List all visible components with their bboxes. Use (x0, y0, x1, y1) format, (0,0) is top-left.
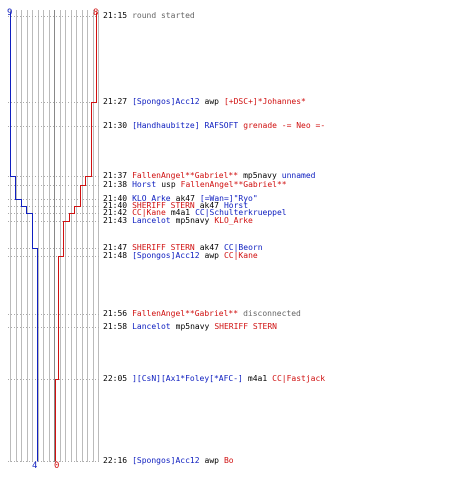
event-killer: KLO_Arke (132, 194, 171, 203)
event-victim: CC|Fastjack (272, 374, 326, 383)
event-weapon: awp (204, 456, 219, 465)
event-time: 21:40 (103, 201, 128, 210)
blue-team-count-line (10, 12, 38, 462)
event-weapon: ak47 (199, 201, 219, 210)
event-weapon: mp5navy (243, 171, 277, 180)
event-text: round started (132, 11, 195, 20)
event-time: 21:37 (103, 171, 128, 180)
red-start-count: 8 (93, 8, 98, 18)
event-time: 21:15 (103, 11, 128, 20)
event-time: 21:40 (103, 194, 128, 203)
event-victim: CC|Schulterkrueppel (195, 208, 287, 217)
event-killer: [Handhaubitze] (132, 121, 200, 130)
event-killer: [Spongos]Acc12 (132, 456, 200, 465)
event-weapon: awp (204, 251, 219, 260)
timeline-grid (10, 10, 99, 462)
event-row: 21:56 FallenAngel**Gabriel** disconnected (103, 309, 301, 319)
event-killer: FallenAngel**Gabriel** (132, 171, 239, 180)
event-killer: CC|Kane (132, 208, 166, 217)
event-row: 21:58 Lancelot mp5navy SHERIFF STERN (103, 322, 277, 332)
event-weapon: awp (204, 97, 219, 106)
red-end-count: 0 (54, 461, 59, 471)
event-time: 21:58 (103, 322, 128, 331)
event-row: 21:38 Horst usp FallenAngel**Gabriel** (103, 180, 287, 190)
event-guide-lines (8, 16, 101, 462)
event-weapon: mp5navy (175, 216, 210, 225)
event-row: 21:40 SHERIFF STERN ak47 Horst (103, 201, 248, 211)
event-victim: FallenAngel**Gabriel** (180, 180, 287, 189)
event-killer: SHERIFF STERN (132, 201, 195, 210)
event-time: 22:05 (103, 374, 128, 383)
event-weapon: m4a1 (170, 208, 191, 217)
event-victim: unnamed (281, 171, 316, 180)
event-row: 21:48 [Spongos]Acc12 awp CC|Kane (103, 251, 258, 261)
event-killer: Horst (132, 180, 157, 189)
event-time: 21:30 (103, 121, 128, 130)
event-weapon: m4a1 (247, 374, 268, 383)
event-text: disconnected (243, 309, 301, 318)
event-row: 21:40 KLO_Arke ak47 [=Wan=]"Ryo" (103, 194, 258, 204)
event-row: 21:30 [Handhaubitze] RAFSOFT grenade -= Neo… (103, 121, 325, 131)
event-victim: CC|Kane (223, 251, 258, 260)
blue-end-count: 4 (32, 461, 37, 471)
event-killer: ][CsN][Ax1*Foley[*AFC-] (132, 374, 243, 383)
event-killer: Lancelot (132, 216, 171, 225)
event-victim: CC|Beorn (223, 243, 263, 252)
event-row: 21:43 Lancelot mp5navy KLO_Arke (103, 216, 253, 226)
event-killer: Lancelot (132, 322, 171, 331)
event-victim: [=Wan=]"Ryo" (199, 194, 258, 203)
event-player: FallenAngel**Gabriel** (132, 309, 239, 318)
event-victim: KLO_Arke (214, 216, 253, 225)
event-text: grenade -= Neo =- (243, 121, 326, 130)
event-row: 22:16 [Spongos]Acc12 awp Bo (103, 456, 234, 466)
event-killer: [Spongos]Acc12 (132, 251, 200, 260)
blue-start-count: 9 (7, 8, 12, 18)
event-time: 21:56 (103, 309, 128, 318)
event-time: 21:38 (103, 180, 128, 189)
event-victim: Horst (223, 201, 249, 210)
event-time: 21:27 (103, 97, 128, 106)
event-time: 21:43 (103, 216, 128, 225)
event-row: 21:27 [Spongos]Acc12 awp [+DSC+]*Johannes* (103, 97, 306, 107)
event-victim: [+DSC+]*Johannes* (223, 97, 306, 106)
event-weapon: ak47 (175, 194, 195, 203)
red-team-count-line (55, 12, 97, 462)
event-killer: SHERIFF STERN (132, 243, 195, 252)
event-row: 21:42 CC|Kane m4a1 CC|Schulterkrueppel (103, 208, 287, 218)
event-row: 22:05 ][CsN][Ax1*Foley[*AFC-] m4a1 CC|Fastj… (103, 374, 325, 384)
event-time: 22:16 (103, 456, 128, 465)
event-time: 21:47 (103, 243, 128, 252)
event-victim: RAFSOFT (204, 121, 239, 130)
event-victim: Bo (223, 456, 234, 465)
event-killer: [Spongos]Acc12 (132, 97, 200, 106)
event-row: 21:37 FallenAngel**Gabriel** mp5navy unname… (103, 171, 316, 181)
event-row: 21:15 round started (103, 11, 195, 21)
event-time: 21:42 (103, 208, 128, 217)
event-time: 21:48 (103, 251, 128, 260)
event-weapon: usp (161, 180, 176, 189)
event-weapon: mp5navy (175, 322, 210, 331)
event-weapon: ak47 (199, 243, 219, 252)
event-victim: SHERIFF STERN (214, 322, 277, 331)
event-row: 21:47 SHERIFF STERN ak47 CC|Beorn (103, 243, 263, 253)
